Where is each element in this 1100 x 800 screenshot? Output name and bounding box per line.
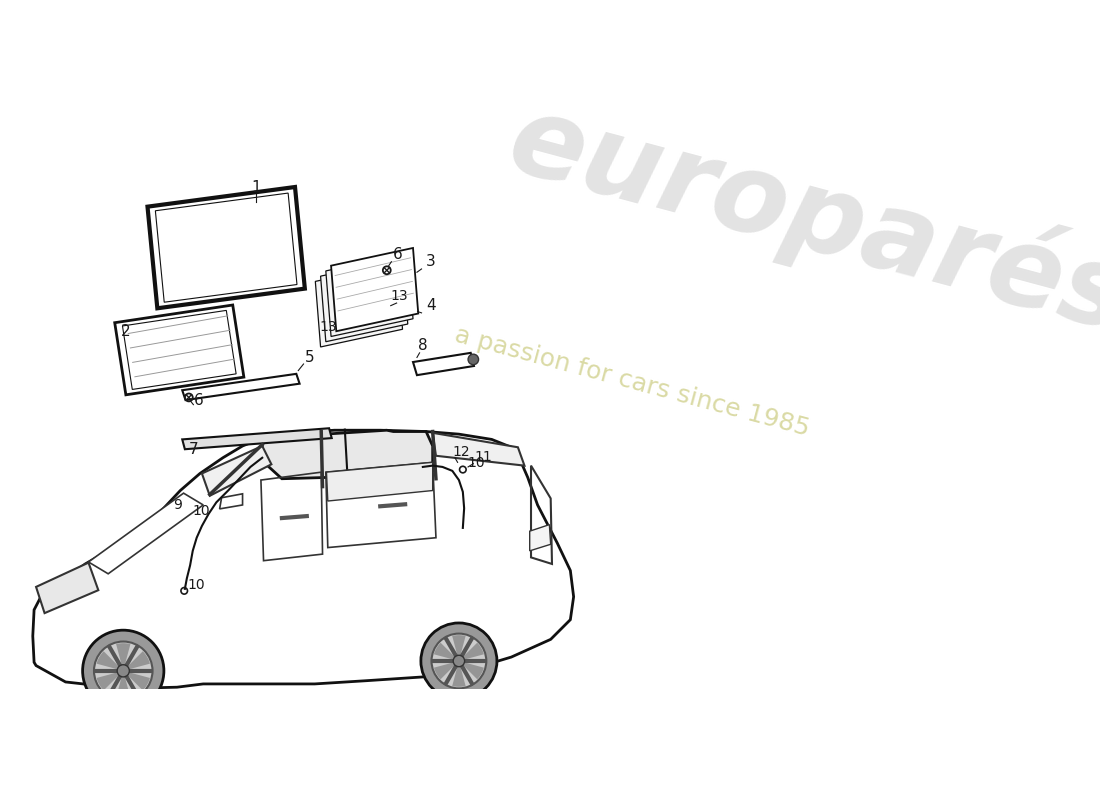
Polygon shape: [463, 642, 484, 659]
Text: 13: 13: [390, 290, 408, 303]
Polygon shape: [183, 374, 299, 400]
Circle shape: [421, 623, 497, 699]
Text: 5: 5: [305, 350, 315, 365]
Circle shape: [82, 630, 164, 711]
Polygon shape: [183, 428, 332, 450]
Text: 9: 9: [174, 498, 183, 512]
Text: 3: 3: [426, 254, 436, 269]
Polygon shape: [320, 258, 408, 342]
Polygon shape: [530, 525, 551, 551]
Polygon shape: [220, 494, 243, 509]
Polygon shape: [327, 462, 432, 501]
Text: 13: 13: [320, 320, 338, 334]
Text: 10: 10: [192, 505, 210, 518]
Circle shape: [453, 655, 464, 666]
Text: 6: 6: [194, 394, 204, 408]
Text: 10: 10: [468, 456, 485, 470]
Text: a passion for cars since 1985: a passion for cars since 1985: [452, 323, 813, 441]
Polygon shape: [97, 672, 119, 690]
Polygon shape: [316, 264, 403, 347]
Polygon shape: [128, 651, 150, 670]
Polygon shape: [202, 446, 272, 496]
Polygon shape: [117, 643, 131, 665]
Polygon shape: [433, 642, 455, 659]
Polygon shape: [452, 635, 465, 655]
Text: 4: 4: [426, 298, 436, 313]
Polygon shape: [33, 430, 573, 689]
Polygon shape: [331, 248, 418, 331]
Polygon shape: [433, 662, 455, 679]
Polygon shape: [88, 493, 204, 574]
Text: europarés: europarés: [498, 82, 1100, 354]
Text: 6: 6: [394, 247, 403, 262]
Text: 7: 7: [189, 442, 198, 458]
Text: 12: 12: [452, 446, 470, 459]
Text: 10: 10: [187, 578, 205, 592]
Polygon shape: [463, 662, 484, 679]
Polygon shape: [117, 677, 131, 698]
Circle shape: [118, 665, 130, 677]
Text: 1: 1: [251, 179, 261, 194]
Polygon shape: [128, 672, 150, 690]
Polygon shape: [147, 187, 305, 308]
Polygon shape: [114, 305, 244, 395]
Text: 8: 8: [418, 338, 428, 354]
Text: 11: 11: [474, 450, 492, 464]
Polygon shape: [452, 666, 465, 687]
Polygon shape: [432, 433, 525, 466]
Text: 2: 2: [121, 324, 131, 339]
Circle shape: [94, 642, 153, 700]
Polygon shape: [262, 430, 432, 478]
Polygon shape: [326, 254, 412, 337]
Circle shape: [469, 354, 478, 365]
Polygon shape: [36, 562, 98, 613]
Polygon shape: [97, 651, 119, 670]
Polygon shape: [412, 353, 474, 375]
Circle shape: [431, 634, 486, 688]
